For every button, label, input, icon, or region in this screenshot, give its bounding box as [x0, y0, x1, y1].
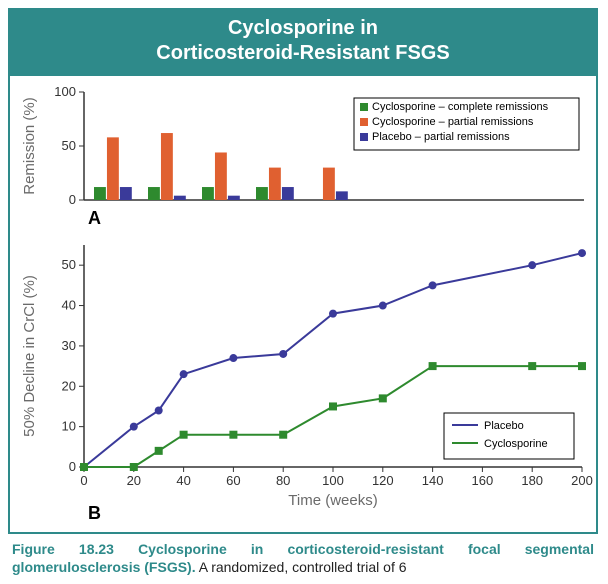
figure-title-bar: Cyclosporine in Corticosteroid-Resistant…: [10, 10, 596, 76]
svg-text:40: 40: [176, 473, 190, 488]
title-line2: Corticosteroid-Resistant FSGS: [156, 42, 449, 64]
svg-text:40: 40: [62, 298, 76, 313]
svg-text:Time (weeks): Time (weeks): [288, 492, 377, 509]
svg-text:50: 50: [62, 138, 76, 153]
svg-text:Cyclosporine – partial remissi: Cyclosporine – partial remissions: [372, 116, 534, 128]
svg-text:20: 20: [62, 378, 76, 393]
svg-text:Cyclosporine: Cyclosporine: [484, 438, 548, 450]
title-line1: Cyclosporine in: [228, 17, 378, 39]
svg-text:20: 20: [127, 473, 141, 488]
svg-text:50% Decline in CrCl (%): 50% Decline in CrCl (%): [21, 275, 38, 437]
caption-figure-number: Figure 18.23: [12, 541, 114, 557]
svg-text:Placebo: Placebo: [484, 420, 524, 432]
svg-text:100: 100: [54, 84, 76, 99]
svg-text:0: 0: [69, 459, 76, 474]
svg-text:Cyclosporine – complete remiss: Cyclosporine – complete remissions: [372, 101, 549, 113]
svg-text:50: 50: [62, 257, 76, 272]
svg-text:140: 140: [422, 473, 444, 488]
svg-text:100: 100: [322, 473, 344, 488]
svg-text:0: 0: [80, 473, 87, 488]
svg-text:A: A: [88, 208, 101, 228]
svg-text:80: 80: [276, 473, 290, 488]
panel-a-chart: 0 50 100 Remission (%) Cyclosporine – comple…: [12, 80, 594, 230]
svg-text:Placebo – partial remissions: Placebo – partial remissions: [372, 131, 510, 143]
svg-text:200: 200: [571, 473, 593, 488]
svg-text:180: 180: [521, 473, 543, 488]
svg-text:Remission (%): Remission (%): [21, 97, 38, 195]
figure-container: Cyclosporine in Corticosteroid-Resistant…: [8, 8, 598, 534]
svg-text:30: 30: [62, 338, 76, 353]
svg-text:0: 0: [69, 192, 76, 207]
svg-text:10: 10: [62, 419, 76, 434]
svg-text:120: 120: [372, 473, 394, 488]
plots-area: 050100Remission (%)Cyclosporine – comple…: [10, 76, 596, 532]
caption-rest: A randomized, controlled trial of 6: [199, 559, 407, 575]
panel-b-chart: 0 10 20 30 40 50 0 20 40 60 80 100 120 140 160 180 200 50…: [12, 235, 594, 525]
figure-caption: Figure 18.23 Cyclosporine in corticoster…: [8, 534, 598, 576]
svg-text:B: B: [88, 503, 101, 523]
svg-text:160: 160: [472, 473, 494, 488]
svg-text:60: 60: [226, 473, 240, 488]
